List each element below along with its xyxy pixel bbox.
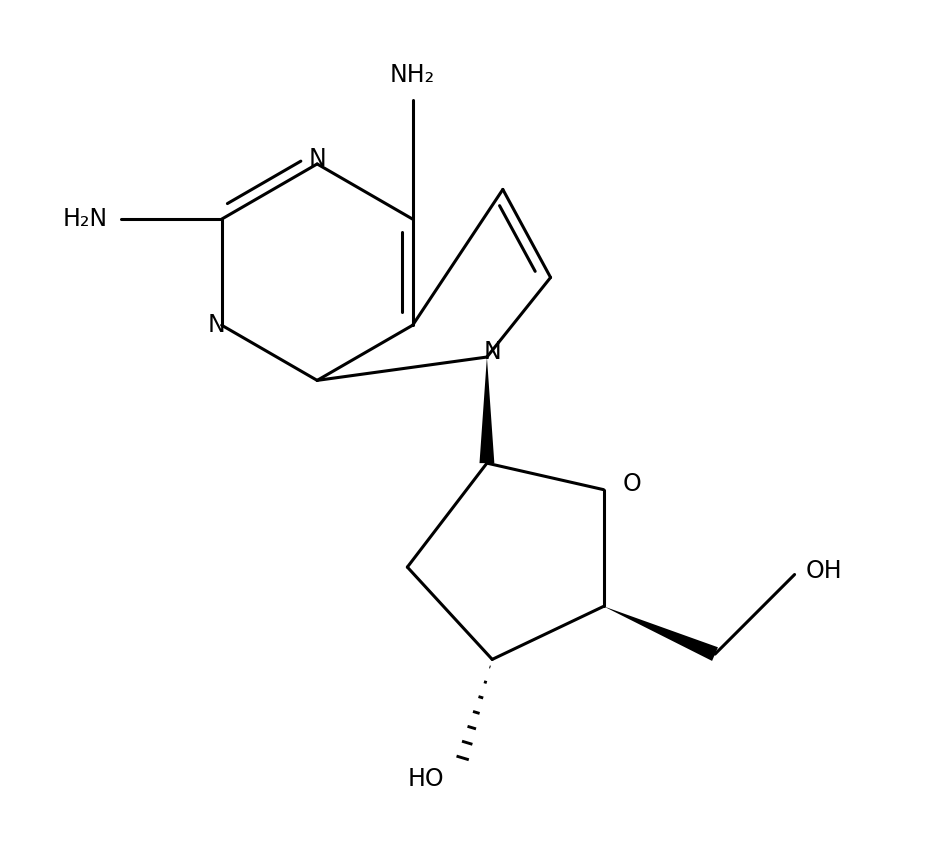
Text: N: N <box>483 340 501 364</box>
Text: N: N <box>308 147 326 170</box>
Text: O: O <box>623 472 642 497</box>
Polygon shape <box>604 607 718 661</box>
Text: NH₂: NH₂ <box>390 62 435 87</box>
Polygon shape <box>479 357 495 463</box>
Text: HO: HO <box>408 768 445 792</box>
Text: N: N <box>207 314 225 337</box>
Text: OH: OH <box>805 560 842 584</box>
Text: H₂N: H₂N <box>63 207 108 231</box>
